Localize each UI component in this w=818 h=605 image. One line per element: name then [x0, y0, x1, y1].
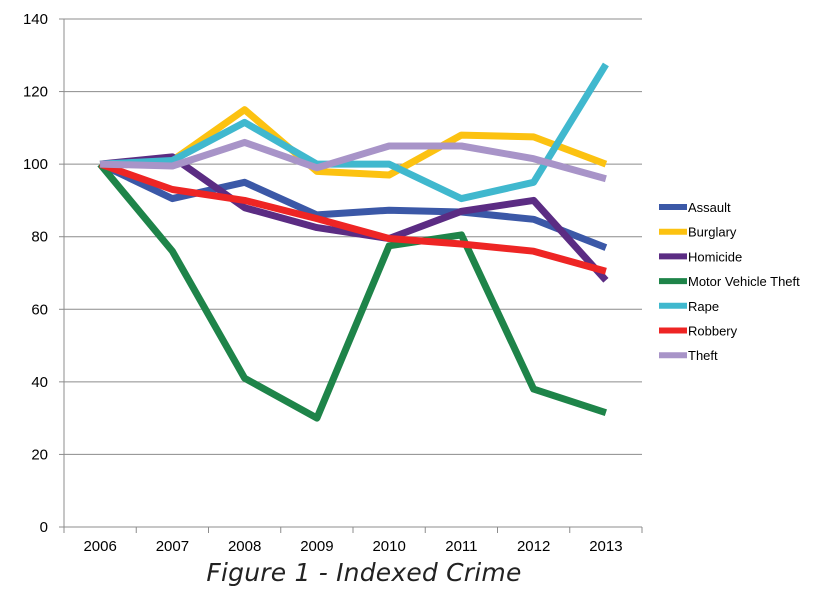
x-tick-label-2008: 2008: [228, 538, 261, 555]
figure-caption: Figure 1 - Indexed Crime: [206, 558, 522, 587]
y-tick-label-100: 100: [23, 156, 48, 173]
x-tick-label-2011: 2011: [445, 538, 477, 555]
legend: Assault Burglary Homicide Motor Vehicle The…: [659, 200, 800, 363]
axes: [59, 18, 643, 533]
y-tick-label-140: 140: [23, 11, 48, 28]
grid-lines: [64, 18, 642, 455]
y-tick-label-40: 40: [31, 374, 48, 391]
legend-label-robbery: Robbery: [688, 324, 738, 339]
x-tick-label-2013: 2013: [589, 538, 622, 555]
series-line-theft: [100, 138, 607, 183]
y-tick-label-80: 80: [31, 229, 48, 246]
legend-label-assault: Assault: [688, 200, 731, 215]
y-tick-label-0: 0: [40, 519, 48, 536]
legend-label-theft: Theft: [688, 348, 718, 363]
y-tick-label-60: 60: [31, 301, 48, 318]
y-tick-label-20: 20: [31, 446, 48, 463]
x-axis-tick-labels: 2006 2007 2008 2009 2010 2011 2012 2013: [83, 538, 622, 555]
legend-label-burglary: Burglary: [688, 225, 737, 240]
x-tick-label-2006: 2006: [83, 538, 116, 555]
series-line-motor-vehicle-theft: [97, 161, 607, 422]
series-line-rape: [99, 62, 609, 203]
x-tick-label-2010: 2010: [372, 538, 405, 555]
series-lines: [97, 62, 609, 422]
y-axis-tick-labels: 0 20 40 60 80 100 120 140: [23, 11, 48, 536]
legend-label-rape: Rape: [688, 299, 719, 314]
legend-label-homicide: Homicide: [688, 249, 742, 264]
y-tick-label-120: 120: [23, 84, 48, 101]
x-tick-label-2007: 2007: [156, 538, 189, 555]
legend-label-motor-vehicle-theft: Motor Vehicle Theft: [688, 274, 800, 289]
series-line-assault: [98, 160, 608, 251]
x-tick-label-2012: 2012: [517, 538, 550, 555]
series-line-robbery: [98, 160, 607, 275]
x-tick-label-2009: 2009: [300, 538, 333, 555]
